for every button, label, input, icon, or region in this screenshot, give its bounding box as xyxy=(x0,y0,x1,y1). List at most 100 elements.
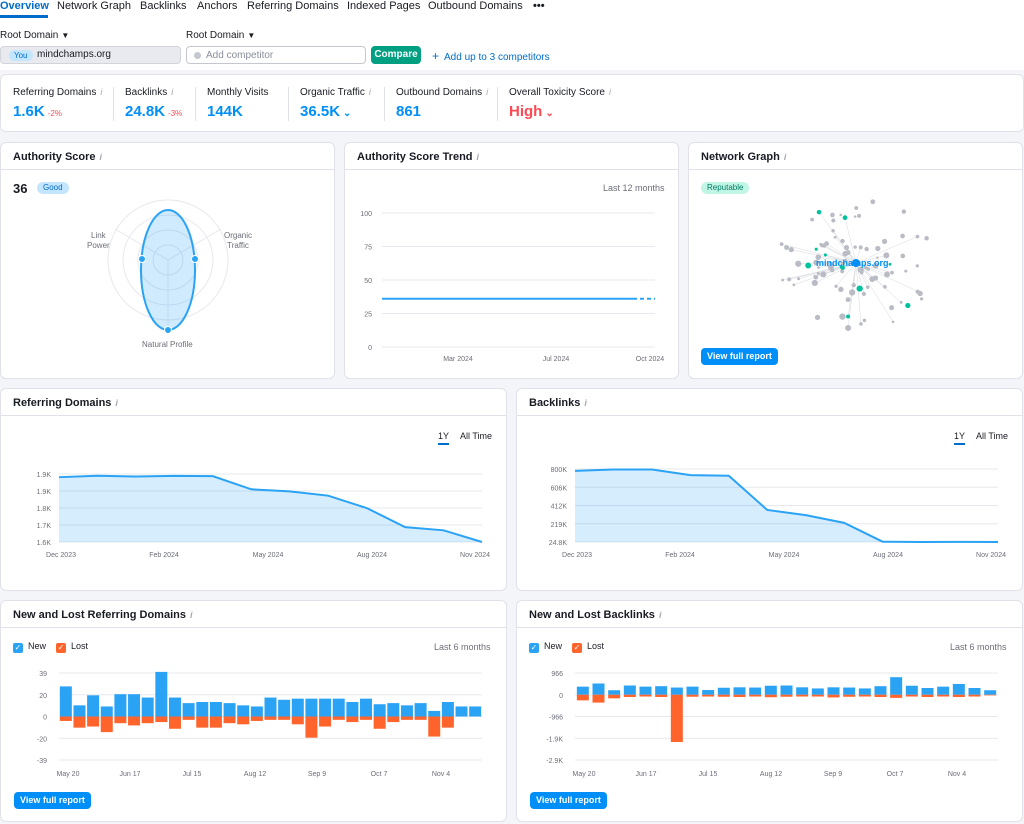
range-tab-all-time[interactable]: All Time xyxy=(460,431,493,441)
metric-monthly-visits[interactable]: Monthly Visits 144K xyxy=(207,87,269,120)
info-icon[interactable]: i xyxy=(189,610,193,620)
metric-outbound-domains[interactable]: Outbound Domains i 861 xyxy=(396,87,488,120)
metric-organic-traffic[interactable]: Organic Traffic i 36.5K ⌄ xyxy=(300,87,371,120)
add-competitors-label: Add up to 3 competitors xyxy=(444,52,550,63)
view-full-report-button[interactable]: View full report xyxy=(701,348,778,365)
new-bar xyxy=(469,706,482,717)
x-tick-label: Aug 12 xyxy=(244,771,266,778)
network-node xyxy=(924,236,929,241)
network-edge xyxy=(855,262,862,324)
y-tick-label: -2.9K xyxy=(546,758,563,765)
checkbox-icon[interactable]: ✓ xyxy=(56,643,66,653)
tab-outbound-domains[interactable]: Outbound Domains xyxy=(428,0,523,12)
legend-new[interactable]: ✓ New xyxy=(13,641,46,653)
tab-backlinks[interactable]: Backlinks xyxy=(140,0,187,12)
info-icon[interactable]: i xyxy=(486,87,489,97)
lost-bar xyxy=(843,694,856,697)
lost-bar xyxy=(984,694,997,696)
y-tick-label: 800K xyxy=(551,467,568,474)
root-domain-select[interactable]: Root Domain ▼ xyxy=(0,30,69,41)
backlinks-card: Backlinks i 1Y All Time 24.8K 219K 412K 606K… xyxy=(516,388,1023,591)
legend-lost[interactable]: ✓ Lost xyxy=(572,641,604,653)
checkbox-icon[interactable]: ✓ xyxy=(529,643,539,653)
network-edge xyxy=(798,262,857,279)
x-tick-label: Aug 12 xyxy=(760,771,782,778)
new-bar xyxy=(373,704,386,717)
network-node xyxy=(831,228,835,233)
info-icon[interactable]: i xyxy=(476,152,480,162)
info-icon[interactable]: i xyxy=(100,87,103,97)
lost-bar xyxy=(360,716,373,720)
checkbox-icon[interactable]: ✓ xyxy=(572,643,582,653)
chevron-down-icon[interactable]: ⌄ xyxy=(343,108,352,119)
info-icon[interactable]: i xyxy=(658,610,662,620)
legend-new[interactable]: ✓ New xyxy=(529,641,562,653)
tab-overview[interactable]: Overview xyxy=(0,0,49,12)
legend-new-label: New xyxy=(28,641,47,651)
metric-backlinks[interactable]: Backlinks i 24.8K -3% xyxy=(125,87,182,120)
tab-indexed-pages[interactable]: Indexed Pages xyxy=(347,0,421,12)
range-tab-1y[interactable]: 1Y xyxy=(954,431,966,445)
card-title: New and Lost Backlinks xyxy=(529,609,655,621)
add-competitors-link[interactable]: + Add up to 3 competitors xyxy=(432,49,550,63)
network-graph[interactable] xyxy=(689,143,1023,379)
metric-toxicity-score[interactable]: Overall Toxicity Score i High ⌄ xyxy=(509,87,611,120)
network-node xyxy=(814,247,818,251)
competitor-root-domain-select[interactable]: Root Domain ▼ xyxy=(186,30,255,41)
legend-lost[interactable]: ✓ Lost xyxy=(56,641,88,653)
competitor-field[interactable] xyxy=(186,46,366,64)
competitor-input[interactable] xyxy=(206,47,362,63)
view-full-report-button[interactable]: View full report xyxy=(14,792,91,809)
lost-bar xyxy=(319,716,332,727)
info-icon[interactable]: i xyxy=(99,152,103,162)
info-icon[interactable]: i xyxy=(584,398,587,408)
legend-lost-label: Lost xyxy=(71,641,89,651)
x-tick-label: Oct 7 xyxy=(371,771,388,778)
new-bar xyxy=(264,697,277,717)
network-node xyxy=(797,277,801,281)
network-node xyxy=(805,262,812,269)
checkbox-icon[interactable]: ✓ xyxy=(13,643,23,653)
network-node xyxy=(919,297,924,301)
chevron-down-icon[interactable]: ⌄ xyxy=(545,108,554,119)
network-edge xyxy=(818,262,857,268)
info-icon[interactable]: i xyxy=(115,398,118,408)
range-tab-all-time[interactable]: All Time xyxy=(976,431,1009,441)
new-bar xyxy=(639,686,652,695)
info-icon[interactable]: i xyxy=(171,87,174,97)
info-icon[interactable]: i xyxy=(783,152,787,162)
you-badge: You xyxy=(9,50,33,61)
lost-bar xyxy=(373,716,386,729)
compare-button[interactable]: Compare xyxy=(371,46,421,64)
view-full-report-button[interactable]: View full report xyxy=(530,792,607,809)
metric-referring-domains[interactable]: Referring Domains i 1.6K -2% xyxy=(13,87,102,120)
y-tick-label: 50 xyxy=(364,278,372,285)
range-tab-1y[interactable]: 1Y xyxy=(438,431,450,445)
lost-bar xyxy=(576,694,589,701)
network-edge xyxy=(835,262,857,287)
new-bar xyxy=(858,688,871,695)
lost-bar xyxy=(155,716,168,723)
new-bar xyxy=(73,705,86,717)
x-tick-label: Oct 2024 xyxy=(636,356,665,363)
new-bar xyxy=(250,706,263,717)
lost-bar xyxy=(400,716,413,720)
info-icon[interactable]: i xyxy=(368,87,371,97)
more-tabs-button[interactable]: ••• xyxy=(533,0,545,12)
network-node xyxy=(905,302,911,309)
tab-network-graph[interactable]: Network Graph xyxy=(57,0,131,12)
network-node xyxy=(784,245,789,250)
network-node xyxy=(864,246,869,252)
card-title: New and Lost Referring Domains xyxy=(13,609,186,621)
lost-bar xyxy=(278,716,291,720)
network-node xyxy=(843,245,850,251)
x-tick-label: Nov 2024 xyxy=(976,552,1006,559)
info-icon[interactable]: i xyxy=(608,87,611,97)
tab-anchors[interactable]: Anchors xyxy=(197,0,238,12)
domain-value: mindchamps.org xyxy=(37,49,111,60)
authority-trend-chart: 0 25 50 75 100 Mar 2024 Jul 2024 Oct 2024 xyxy=(360,211,665,363)
new-bar xyxy=(655,686,668,695)
tab-referring-domains[interactable]: Referring Domains xyxy=(247,0,339,12)
network-node xyxy=(841,261,845,266)
domain-field[interactable]: You mindchamps.org xyxy=(0,46,181,64)
